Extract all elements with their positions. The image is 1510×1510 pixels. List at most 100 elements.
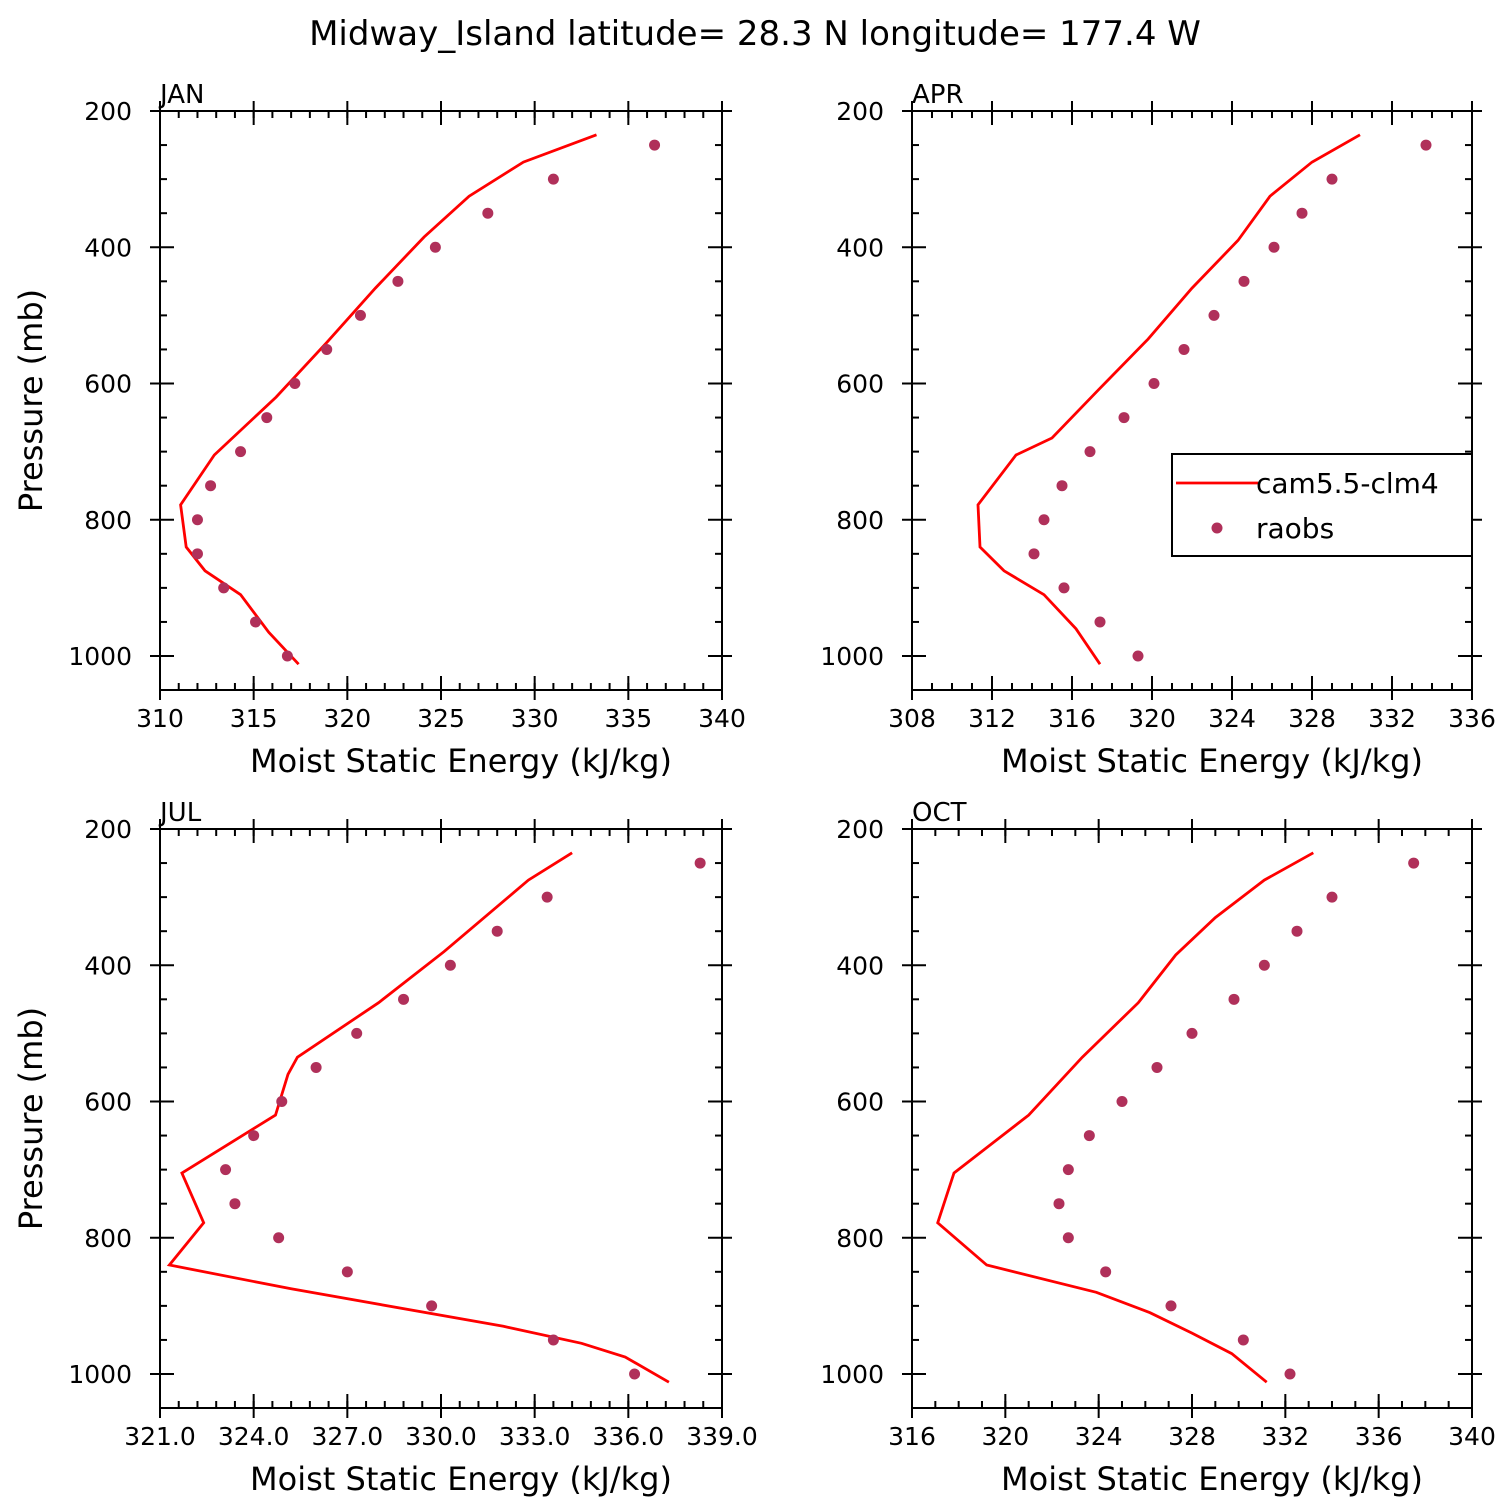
- model-line: [166, 851, 670, 1384]
- obs-point: [281, 650, 293, 662]
- panel-oct: OCT 200 400 600 800 1000 316 320 324 328 332 336 340…: [820, 798, 1495, 1498]
- y-tick-label: 400: [84, 951, 132, 980]
- panel-title: OCT: [912, 798, 967, 828]
- x-tick-label: 327.0: [312, 1422, 384, 1451]
- x-tick-label: 330: [511, 704, 559, 733]
- obs-point: [276, 1096, 288, 1107]
- x-tick-label: 328: [1288, 704, 1336, 733]
- panel-title: JUL: [158, 798, 202, 828]
- x-tick-label: 330.0: [405, 1422, 477, 1451]
- x-axis-label: Moist Static Energy (kJ/kg): [1001, 742, 1423, 780]
- model-line: [179, 133, 597, 666]
- y-tick-label: 600: [84, 1088, 132, 1117]
- obs-point: [191, 514, 203, 526]
- obs-point: [261, 412, 273, 424]
- obs-point: [1326, 173, 1338, 185]
- obs-point: [547, 1334, 559, 1346]
- y-tick-label: 600: [84, 370, 132, 399]
- obs-point: [1165, 1300, 1177, 1312]
- panel-title: JAN: [158, 80, 204, 110]
- y-axis-label: Pressure (mb): [12, 289, 50, 512]
- legend-obs-label: raobs: [1256, 512, 1334, 545]
- y-tick-label: 800: [84, 506, 132, 535]
- obs-point: [1058, 582, 1070, 594]
- y-tick-label: 200: [84, 815, 132, 844]
- obs-point: [547, 173, 559, 185]
- obs-point: [1053, 1198, 1065, 1210]
- plot-frame: [911, 110, 1473, 691]
- x-axis-label: Moist Static Energy (kJ/kg): [250, 1460, 672, 1498]
- obs-point: [205, 480, 217, 492]
- obs-point: [250, 616, 262, 628]
- x-tick-label: 328: [1168, 1422, 1216, 1451]
- y-tick-label: 800: [836, 506, 884, 535]
- obs-point: [482, 207, 494, 219]
- obs-point: [392, 275, 404, 287]
- obs-point: [1132, 650, 1144, 662]
- obs-point: [1028, 548, 1040, 560]
- panel-jan: JAN 200 400 600 800 1000 310 315 320 325 330 335 340…: [12, 80, 746, 780]
- x-tick-label: 335: [604, 704, 652, 733]
- x-tick-label: 316: [888, 1422, 936, 1451]
- x-tick-label: 332: [1368, 704, 1416, 733]
- obs-point: [1238, 275, 1250, 287]
- x-tick-label: 316: [1048, 704, 1096, 733]
- y-tick-label: 1000: [68, 1360, 132, 1389]
- x-axis-label: Moist Static Energy (kJ/kg): [1001, 1460, 1423, 1498]
- obs-point: [289, 378, 301, 389]
- obs-point: [1148, 378, 1160, 389]
- obs-point: [1420, 139, 1432, 151]
- x-tick-label: 324.0: [218, 1422, 290, 1451]
- x-tick-label: 320: [323, 704, 371, 733]
- y-tick-label: 200: [836, 815, 884, 844]
- panel-title: APR: [912, 80, 964, 110]
- obs-point: [351, 1027, 363, 1039]
- obs-point: [229, 1198, 241, 1210]
- y-tick-label: 1000: [68, 642, 132, 671]
- y-tick-label: 200: [836, 97, 884, 126]
- x-tick-label: 320: [1128, 704, 1176, 733]
- obs-point: [1100, 1266, 1112, 1278]
- x-tick-label: 340: [698, 704, 746, 733]
- obs-point: [341, 1266, 353, 1278]
- legend-model-label: cam5.5-clm4: [1256, 467, 1439, 500]
- figure-title: Midway_Island latitude= 28.3 N longitude…: [309, 14, 1201, 54]
- obs-point: [491, 925, 503, 937]
- panel-jul: JUL 200 400 600 800 1000 321.0 324.0 327.0 330.0 3…: [12, 798, 758, 1498]
- obs-point: [694, 857, 706, 869]
- obs-point: [1038, 514, 1050, 526]
- panel-apr: APR 200 400 600 800 1000 308 312 316 320 324 328 332…: [820, 80, 1495, 780]
- x-tick-label: 321.0: [124, 1422, 196, 1451]
- obs-point: [1258, 959, 1270, 971]
- y-tick-label: 400: [836, 951, 884, 980]
- obs-point: [1118, 412, 1130, 424]
- y-tick-label: 1000: [820, 642, 884, 671]
- x-tick-label: 333.0: [499, 1422, 571, 1451]
- x-tick-label: 336: [1448, 704, 1496, 733]
- y-tick-label: 800: [84, 1224, 132, 1253]
- x-tick-label: 324: [1075, 1422, 1123, 1451]
- obs-point: [235, 446, 247, 458]
- obs-point: [273, 1232, 285, 1244]
- legend-box: [1171, 453, 1473, 557]
- obs-point: [444, 959, 456, 971]
- obs-point: [1186, 1027, 1198, 1039]
- obs-point: [1284, 1368, 1296, 1380]
- x-tick-label: 312: [968, 704, 1016, 733]
- x-tick-label: 310: [136, 704, 184, 733]
- legend-obs-swatch: [1211, 522, 1223, 534]
- obs-point: [426, 1300, 438, 1312]
- model-line: [936, 851, 1314, 1384]
- panels: JAN 200 400 600 800 1000 310 315 320 325 330 335 340…: [12, 80, 1496, 1498]
- obs-point: [1083, 1130, 1095, 1142]
- y-tick-label: 1000: [820, 1360, 884, 1389]
- obs-point: [1116, 1096, 1128, 1107]
- obs-point: [218, 582, 230, 594]
- obs-point: [1237, 1334, 1249, 1346]
- y-tick-label: 200: [84, 97, 132, 126]
- plot-frame: [159, 828, 723, 1409]
- legend: cam5.5-clm4 raobs: [1171, 453, 1473, 557]
- y-tick-label: 800: [836, 1224, 884, 1253]
- obs-point: [1408, 857, 1420, 869]
